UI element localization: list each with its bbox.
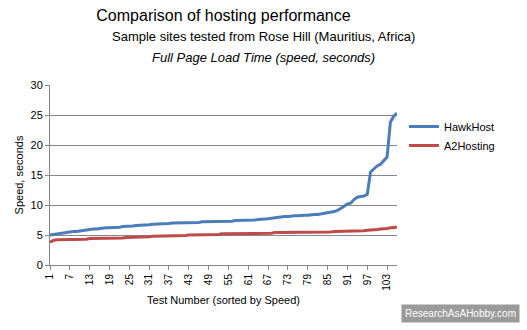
svg-text:91: 91 [342,274,353,286]
svg-text:5: 5 [37,229,43,241]
svg-text:20: 20 [31,139,43,151]
svg-text:Comparison of hosting performa: Comparison of hosting performance [96,7,350,24]
svg-text:73: 73 [282,274,293,286]
svg-text:Sample sites tested from Rose: Sample sites tested from Rose Hill (Maur… [112,29,415,44]
svg-text:79: 79 [302,274,313,286]
svg-text:49: 49 [203,274,214,286]
svg-text:43: 43 [183,274,194,286]
svg-text:97: 97 [362,274,373,286]
svg-text:Full Page Load Time (speed, se: Full Page Load Time (speed, seconds) [152,50,375,65]
svg-text:55: 55 [223,274,234,286]
svg-text:103: 103 [381,274,392,291]
svg-text:ResearchAsAHobby.com: ResearchAsAHobby.com [405,308,516,319]
svg-text:30: 30 [31,79,43,91]
svg-text:25: 25 [124,274,135,286]
svg-text:19: 19 [104,274,115,286]
svg-text:Speed, seconds: Speed, seconds [13,135,25,214]
svg-text:15: 15 [31,169,43,181]
svg-text:Test Number (sorted by Speed): Test Number (sorted by Speed) [147,294,300,306]
svg-text:67: 67 [262,274,273,286]
svg-text:31: 31 [143,274,154,286]
svg-text:0: 0 [37,259,43,271]
svg-text:37: 37 [163,274,174,286]
svg-text:61: 61 [243,274,254,286]
svg-text:85: 85 [322,274,333,286]
svg-text:A2Hosting: A2Hosting [444,140,495,152]
svg-text:7: 7 [64,274,75,280]
svg-text:13: 13 [84,274,95,286]
svg-text:10: 10 [31,199,43,211]
svg-text:1: 1 [44,274,55,280]
svg-text:25: 25 [31,109,43,121]
svg-text:HawkHost: HawkHost [444,121,494,133]
